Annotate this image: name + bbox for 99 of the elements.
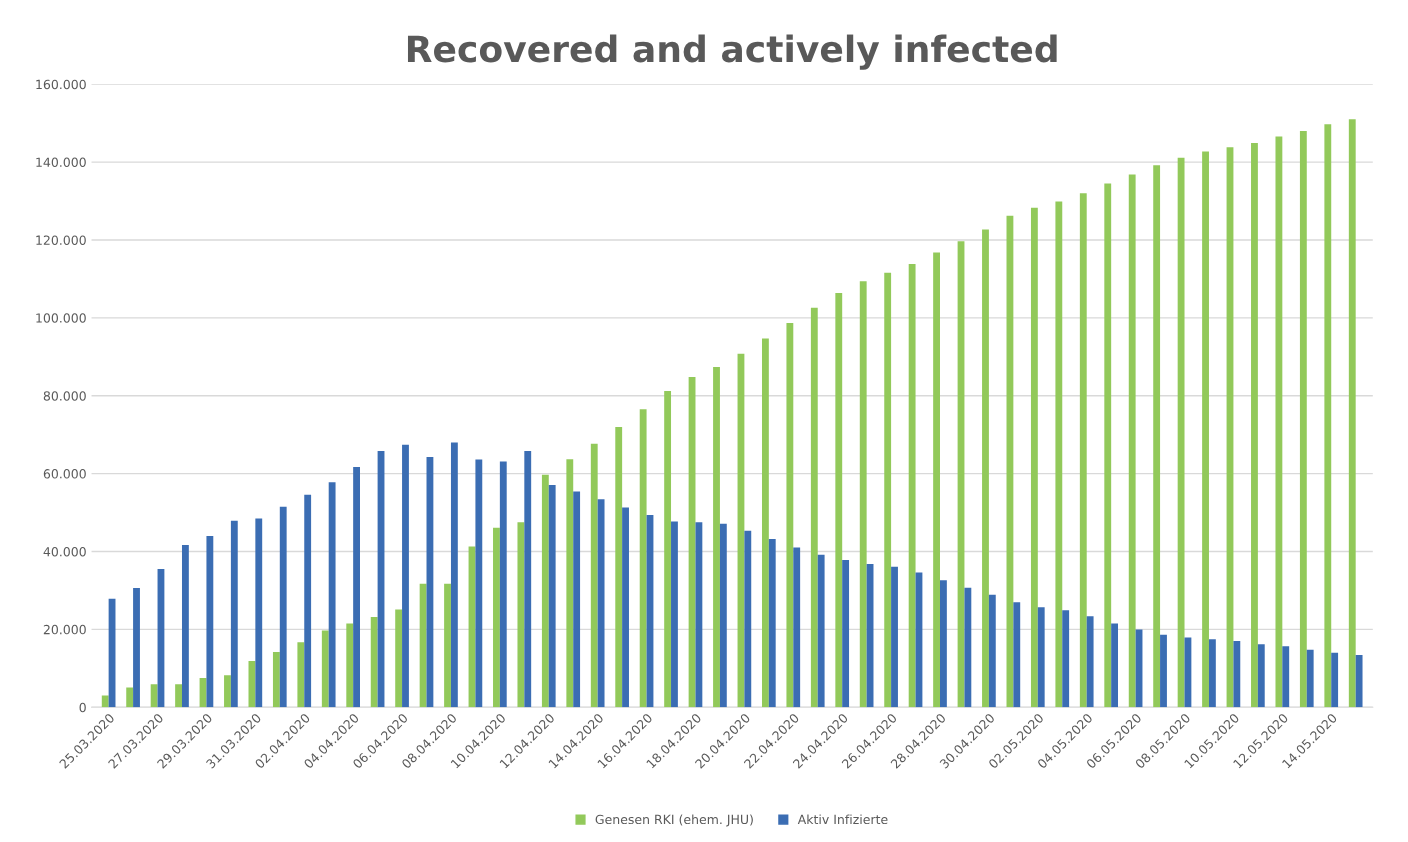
- y-tick-label: 40.000: [43, 546, 86, 557]
- y-tick-label: 120.000: [36, 235, 86, 245]
- bar: [1299, 130, 1307, 708]
- bar: [1282, 646, 1290, 708]
- bar: [1355, 655, 1363, 708]
- bar: [982, 229, 989, 708]
- bar: [1202, 151, 1209, 708]
- bar: [744, 530, 752, 708]
- bar: [353, 467, 360, 708]
- bar: [590, 443, 598, 708]
- bar: [328, 482, 336, 708]
- bar: [566, 459, 574, 708]
- bar: [842, 560, 850, 708]
- bar: [615, 426, 623, 708]
- bar: [671, 521, 678, 708]
- bar: [206, 535, 214, 708]
- bar: [419, 583, 427, 708]
- bar: [884, 272, 892, 708]
- bar: [639, 409, 647, 708]
- y-tick-label: 160.000: [36, 79, 86, 90]
- bar: [1037, 607, 1045, 708]
- legend-label: Genesen RKI (ehem. JHU): [595, 814, 753, 827]
- bar: [1104, 183, 1112, 708]
- y-tick-label: 0: [79, 702, 86, 713]
- bar: [1055, 201, 1063, 708]
- bar: [133, 588, 140, 708]
- bar: [793, 547, 801, 708]
- bar: [1233, 641, 1241, 708]
- bar: [719, 523, 727, 708]
- bar: [395, 609, 403, 708]
- bar: [1128, 174, 1136, 708]
- bar: [541, 474, 549, 708]
- bar: [1251, 143, 1258, 708]
- bar: [1062, 610, 1070, 708]
- bar: [1348, 119, 1356, 708]
- bar: [713, 366, 720, 708]
- bar: [101, 695, 109, 708]
- bar: [150, 684, 158, 708]
- bar: [859, 281, 867, 708]
- bar: [817, 554, 825, 708]
- bar: [786, 322, 794, 708]
- legend-label: Aktiv Infizierte: [797, 814, 888, 825]
- bar: [175, 684, 182, 708]
- bar: [517, 522, 525, 708]
- bar: [573, 491, 581, 708]
- bar: [224, 675, 231, 708]
- bar: [493, 527, 500, 708]
- bar: [304, 494, 312, 708]
- bar: [297, 642, 305, 708]
- bar: [255, 518, 263, 708]
- bar: [1177, 157, 1185, 708]
- bar: [988, 594, 996, 708]
- chart-title: Recovered and actively infected: [407, 34, 1057, 70]
- bar: [1086, 616, 1094, 708]
- bar: [272, 651, 280, 708]
- y-tick-label: 100.000: [36, 313, 86, 323]
- bar: [346, 623, 354, 708]
- bar: [1275, 136, 1283, 708]
- bar: [1208, 639, 1216, 708]
- bar: [126, 687, 134, 708]
- bar: [402, 444, 409, 708]
- bar: [1013, 602, 1021, 708]
- bar: [524, 451, 532, 708]
- y-tick-label: 140.000: [36, 157, 86, 168]
- bar: [768, 539, 776, 708]
- bar: [1030, 207, 1038, 708]
- bar: [499, 461, 507, 708]
- bar: [908, 264, 916, 708]
- bar: [891, 566, 898, 708]
- bar: [1331, 652, 1339, 708]
- bar: [761, 338, 769, 708]
- bar: [1111, 623, 1119, 708]
- bar: [1160, 634, 1167, 708]
- bar: [940, 580, 947, 708]
- bar: [1306, 649, 1314, 708]
- y-tick-label: 60.000: [43, 469, 86, 479]
- bar: [321, 630, 329, 708]
- bar: [444, 583, 451, 708]
- bar: [1079, 193, 1087, 708]
- bar: [370, 616, 378, 708]
- bar: [450, 442, 458, 708]
- y-tick-label: 80.000: [43, 391, 86, 401]
- bar: [1153, 165, 1161, 708]
- bar: [933, 252, 940, 708]
- bar: [1324, 124, 1332, 708]
- bar: [622, 507, 629, 708]
- bar: [835, 292, 843, 708]
- bar: [964, 587, 972, 708]
- bar: [664, 391, 672, 708]
- bar: [695, 522, 703, 708]
- y-tick-label: 20.000: [43, 624, 86, 635]
- bar: [1257, 644, 1265, 708]
- bar: [548, 484, 556, 708]
- bar: [475, 459, 483, 708]
- bar: [279, 506, 287, 708]
- bar: [810, 307, 818, 708]
- bar: [230, 520, 238, 708]
- bar: [597, 499, 605, 708]
- bar: [181, 544, 189, 708]
